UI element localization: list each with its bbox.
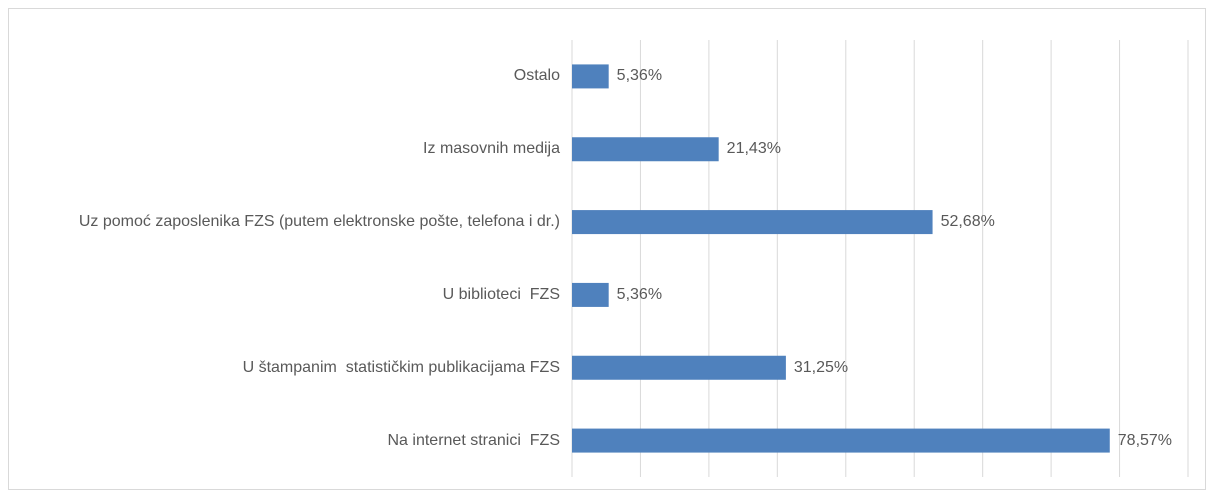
y-tick-label: Ostalo [513,67,560,85]
y-tick-label: Iz masovnih medija [423,140,560,158]
value-label: 31,25% [793,358,849,376]
chart-border [8,8,1206,490]
bar [572,355,786,380]
value-label: 5,36% [616,285,663,303]
bar [572,137,719,162]
value-label: 21,43% [726,140,781,158]
bar [572,64,609,89]
bar [572,282,609,307]
value-label: 78,57% [1117,431,1173,449]
value-label: 5,36% [616,67,663,85]
y-tick-label: Na internet stranici FZS [387,431,561,449]
y-tick-label: U štampanim statističkim publikacijama F… [242,358,560,376]
bar [572,210,933,235]
value-label: 52,68% [940,213,995,231]
y-tick-label: Uz pomoć zaposlenika FZS (putem elektron… [78,213,560,231]
y-tick-label: U biblioteci FZS [442,285,560,303]
bar [572,428,1110,453]
